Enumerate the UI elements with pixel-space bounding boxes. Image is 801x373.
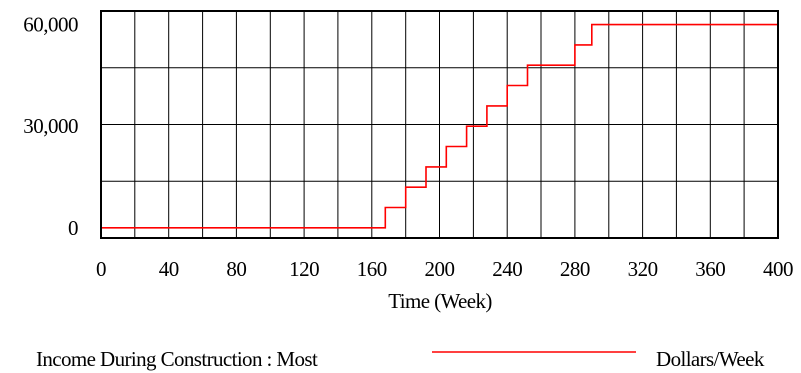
plot-frame: [100, 10, 779, 239]
x-tick-label: 200: [425, 257, 455, 281]
x-tick-label: 80: [226, 257, 246, 281]
x-tick-label: 320: [628, 257, 658, 281]
legend-units-label: Dollars/Week: [656, 347, 765, 371]
y-tick-label: 60,000: [23, 13, 78, 37]
x-tick-label: 400: [763, 257, 793, 281]
y-tick-label: 0: [68, 216, 78, 240]
series-layer: [101, 23, 778, 229]
x-tick-label: 360: [695, 257, 725, 281]
x-axis-label: Time (Week): [388, 289, 492, 313]
x-tick-label: 0: [96, 257, 106, 281]
legend-series-label: Income During Construction : Most: [36, 347, 318, 371]
x-tick-label: 120: [289, 257, 319, 281]
x-tick-label: 40: [159, 257, 179, 281]
y-tick-labels: 0 30,000 60,000: [23, 13, 78, 240]
x-tick-label: 160: [357, 257, 387, 281]
grid: [101, 11, 778, 238]
series-line-income-during-construction: [101, 23, 778, 229]
x-tick-labels: 0 40 80 120 160 200 240 280 320 360 400: [96, 257, 794, 281]
x-tick-label: 240: [492, 257, 522, 281]
x-tick-label: 280: [560, 257, 590, 281]
y-tick-label: 30,000: [23, 114, 78, 138]
